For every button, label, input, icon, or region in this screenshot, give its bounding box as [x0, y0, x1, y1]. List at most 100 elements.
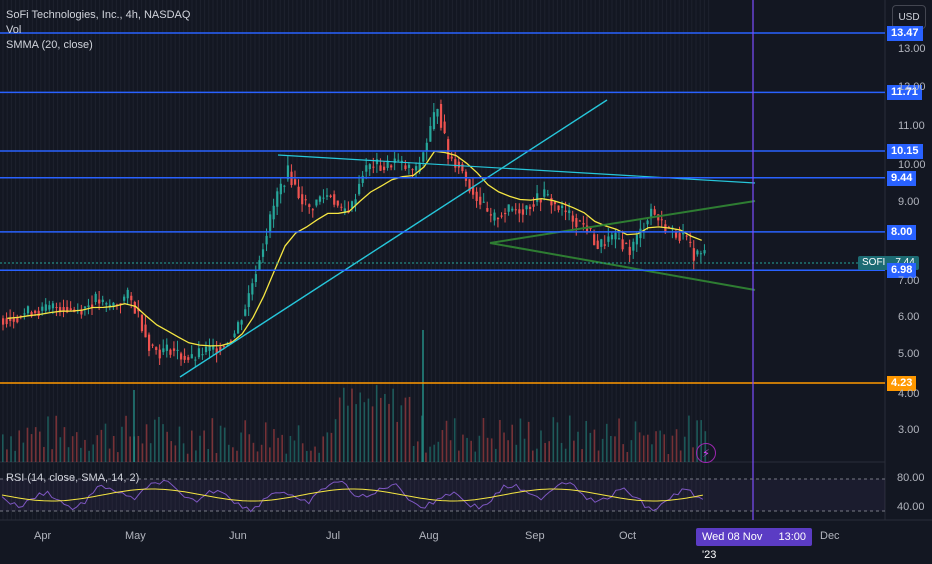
candle-body — [265, 235, 268, 245]
candle-body — [212, 345, 215, 350]
volume-bar — [371, 406, 374, 462]
candle-body — [432, 112, 436, 130]
candle-body — [358, 183, 361, 195]
candle-body — [607, 236, 610, 242]
volume-bar — [215, 453, 218, 462]
chart-background — [0, 0, 932, 550]
candle-body — [311, 209, 314, 211]
chart-canvas[interactable] — [0, 0, 932, 550]
candle-body — [37, 310, 40, 317]
volume-bar — [2, 434, 4, 462]
smma-indicator-label[interactable]: SMMA (20, close) — [6, 39, 93, 51]
volume-bar — [458, 450, 460, 462]
volume-bar — [585, 420, 587, 462]
candle-body — [482, 201, 485, 203]
price-axis-tick: 10.00 — [898, 159, 926, 171]
volume-bar — [560, 442, 563, 462]
volume-bar — [655, 431, 657, 462]
candle-body — [621, 239, 624, 250]
volume-bar — [614, 436, 616, 462]
volume-bar — [523, 438, 526, 462]
rsi-indicator-label[interactable]: RSI (14, close, SMA, 14, 2) — [6, 472, 140, 484]
volume-bar — [449, 440, 452, 462]
lightning-icon[interactable]: ⚡ — [696, 443, 716, 463]
candle-body — [393, 158, 396, 163]
volume-bar — [404, 397, 407, 462]
candle-body — [69, 308, 72, 311]
candle-body — [504, 213, 507, 215]
candle-body — [425, 142, 428, 152]
candle-body — [105, 303, 108, 305]
candle-body — [155, 347, 158, 350]
candle-body — [528, 206, 532, 210]
volume-bar — [548, 441, 551, 462]
candle-body — [12, 318, 15, 322]
candle-body — [568, 210, 571, 214]
volume-bar — [195, 450, 197, 462]
channel-lower — [489, 242, 756, 291]
price-axis-tick: 5.00 — [898, 348, 920, 360]
volume-bar — [121, 426, 123, 462]
volume-bar — [252, 442, 255, 462]
volume-bar — [244, 420, 246, 462]
candle-body — [450, 156, 453, 159]
volume-bar — [347, 405, 349, 462]
volume-bar — [355, 404, 357, 462]
volume-bar — [519, 418, 522, 462]
candle-body — [354, 199, 357, 206]
volume-bar — [573, 440, 575, 462]
volume-bar — [675, 429, 678, 462]
candle-body — [593, 234, 596, 246]
candle-body — [543, 189, 546, 197]
volume-bar — [692, 447, 694, 462]
candle-body — [650, 208, 653, 217]
volume-bar — [178, 426, 181, 462]
candle-body — [333, 194, 336, 205]
candle-body — [653, 209, 656, 215]
volume-bar — [400, 405, 403, 462]
candle-body — [16, 317, 19, 323]
candle-body — [9, 318, 12, 321]
candle-body — [664, 224, 667, 233]
volume-bar — [663, 434, 666, 462]
candle-body — [525, 205, 528, 210]
volume-bar — [564, 448, 567, 462]
candle-body — [443, 121, 446, 134]
candle-body — [165, 344, 168, 351]
volume-bar — [264, 422, 267, 462]
volume-indicator-label[interactable]: Vol — [6, 24, 22, 36]
candle-body — [518, 209, 521, 214]
candle-body — [660, 219, 663, 221]
volume-bar — [515, 444, 518, 462]
volume-bar — [437, 441, 440, 462]
candle-body — [62, 307, 65, 311]
volume-bar — [182, 443, 185, 462]
candle-body — [475, 191, 478, 202]
candle-body — [80, 309, 83, 315]
volume-bar — [696, 420, 698, 462]
symbol-title[interactable]: SoFi Technologies, Inc., 4h, NASDAQ — [6, 9, 191, 21]
candle-body — [87, 305, 90, 308]
candle-body — [564, 210, 567, 213]
candle-body — [101, 299, 104, 303]
volume-bar — [71, 436, 74, 462]
candle-body — [26, 306, 30, 314]
candle-body — [390, 165, 393, 168]
candle-body — [308, 204, 311, 207]
volume-bar — [63, 427, 66, 462]
volume-bar — [671, 435, 674, 462]
candle-body — [639, 228, 642, 239]
candle-body — [365, 165, 368, 172]
candle-body — [496, 218, 500, 220]
volume-bar — [605, 423, 608, 462]
candle-body — [429, 125, 432, 142]
volume-bar — [269, 447, 271, 462]
candle-body — [244, 309, 247, 316]
candle-body — [696, 250, 699, 255]
candle-body — [222, 345, 225, 347]
volume-bar — [384, 393, 386, 462]
volume-bar — [577, 431, 579, 462]
candle-body — [201, 354, 204, 356]
volume-bar — [38, 431, 41, 462]
candle-body — [254, 274, 258, 282]
